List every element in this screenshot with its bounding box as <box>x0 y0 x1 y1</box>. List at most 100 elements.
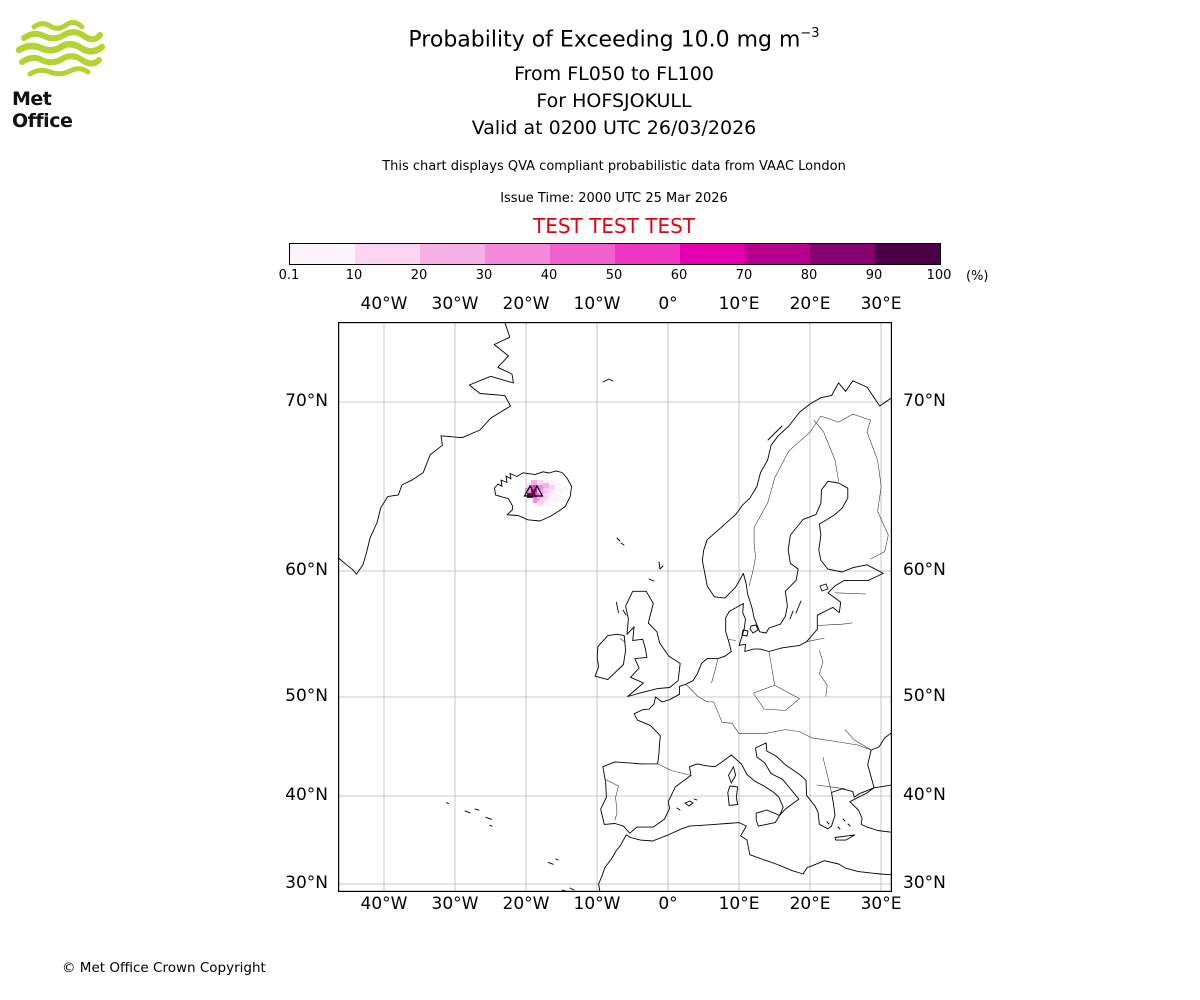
coastline-continental-europe <box>600 380 893 834</box>
border-france-belgium-germany <box>685 684 723 723</box>
ash-cell <box>555 483 561 488</box>
flight-level-range: From FL050 to FL100 <box>514 63 714 85</box>
ash-cell <box>543 493 549 498</box>
colorbar-tick: 80 <box>800 268 818 283</box>
colorbar-segment <box>550 244 615 264</box>
colorbar-tick: 90 <box>865 268 883 283</box>
colorbar-gradient <box>290 244 940 264</box>
border-norway-finland <box>820 413 871 423</box>
coastline-anatolia <box>849 784 893 833</box>
border-greece-bulgaria <box>816 784 846 790</box>
border-danube-region <box>785 729 872 751</box>
colorbar-tick: 20 <box>410 268 428 283</box>
lat-label-right: 60°N <box>903 560 946 580</box>
colorbar-tick: 0.1 <box>278 268 300 283</box>
chart-title-text: Probability of Exceeding 10.0 mg m <box>408 27 801 53</box>
ash-cell <box>549 480 555 485</box>
ash-cell <box>563 486 569 491</box>
logo-wave-4 <box>19 53 102 67</box>
met-office-logo: Met Office <box>12 19 116 132</box>
border-sweden-finland <box>813 419 839 482</box>
colorbar-segment <box>355 244 420 264</box>
qva-compliance-note: This chart displays QVA compliant probab… <box>382 159 846 174</box>
coastline-north-africa <box>598 822 893 893</box>
lat-label-right: 40°N <box>903 785 946 805</box>
colorbar-tick: 100 <box>926 268 952 283</box>
border-norway-sweden <box>748 415 822 586</box>
met-office-logo-waves <box>15 19 106 77</box>
lon-label-top: 20°E <box>789 294 831 314</box>
colorbar-unit-label: (%) <box>966 269 989 284</box>
volcano-markers <box>523 484 544 497</box>
coastline-ireland <box>594 633 627 681</box>
lat-label-left: 60°N <box>285 560 328 580</box>
island-canaries <box>561 887 575 892</box>
lon-label-top: 20°W <box>502 294 550 314</box>
colorbar-tick: 70 <box>735 268 753 283</box>
colorbar-segment <box>745 244 810 264</box>
island-sicily <box>755 809 781 827</box>
colorbar-tick: 10 <box>345 268 363 283</box>
ash-cell <box>537 501 543 506</box>
ash-cell <box>549 485 555 490</box>
lat-label-right: 70°N <box>903 391 946 411</box>
colorbar-tick: 60 <box>670 268 688 283</box>
lat-label-left: 50°N <box>285 686 328 706</box>
colorbar-segment <box>290 244 355 264</box>
ash-cell <box>537 480 543 485</box>
country-borders <box>604 413 889 821</box>
lon-label-top: 30°W <box>431 294 479 314</box>
colorbar-segment <box>680 244 745 264</box>
lon-label-top: 0° <box>658 294 678 314</box>
colorbar-tick: 40 <box>540 268 558 283</box>
island-saaremaa <box>819 583 829 592</box>
ash-cell <box>543 478 549 483</box>
lon-label-bottom: 10°W <box>573 894 621 914</box>
colorbar-segment <box>420 244 485 264</box>
island-gotland <box>795 600 802 614</box>
border-czechia <box>753 685 800 711</box>
met-office-logo-text: Met Office <box>12 88 73 132</box>
lat-label-left: 30°N <box>285 873 328 893</box>
border-lithuania-poland <box>806 637 825 642</box>
lon-label-top: 40°W <box>360 294 408 314</box>
border-estonia-latvia <box>834 592 867 595</box>
lon-label-top: 10°W <box>573 294 621 314</box>
border-france-spain <box>657 763 691 776</box>
colorbar-segment <box>875 244 940 264</box>
ash-cell <box>537 495 543 500</box>
border-latvia-lithuania <box>817 622 853 626</box>
graticule-grid <box>338 322 892 892</box>
border-germany-poland <box>768 651 775 686</box>
logo-wave-3 <box>15 41 106 55</box>
lon-label-top: 30°E <box>860 294 902 314</box>
ash-cell <box>551 490 557 495</box>
lon-label-bottom: 30°E <box>860 894 902 914</box>
ash-cell <box>545 501 551 506</box>
island-aegean <box>826 818 851 830</box>
small-islands <box>446 378 856 892</box>
lon-label-bottom: 0° <box>658 894 678 914</box>
island-jan-mayen <box>602 378 614 383</box>
map-border-frame <box>338 322 892 892</box>
border-finland-russia <box>866 420 889 560</box>
island-faroes <box>616 537 625 546</box>
coastline-great-britain <box>625 590 681 697</box>
valid-time-line: Valid at 0200 UTC 26/03/2026 <box>471 117 757 139</box>
island-azores <box>446 802 493 827</box>
lat-label-left: 70°N <box>285 391 328 411</box>
ash-cell <box>533 498 539 503</box>
logo-wave-1 <box>31 19 85 31</box>
ash-cell <box>557 488 563 493</box>
island-madeira <box>547 858 559 865</box>
border-portugal-spain <box>604 779 619 821</box>
island-lofoten <box>767 425 783 441</box>
colorbar-segment <box>485 244 550 264</box>
coastlines <box>337 322 893 893</box>
ash-cell <box>549 495 555 500</box>
border-poland-east <box>819 650 828 697</box>
island-balearics <box>676 798 698 811</box>
island-orkney <box>648 578 655 582</box>
island-oland <box>789 610 794 620</box>
europe-map <box>337 322 893 893</box>
